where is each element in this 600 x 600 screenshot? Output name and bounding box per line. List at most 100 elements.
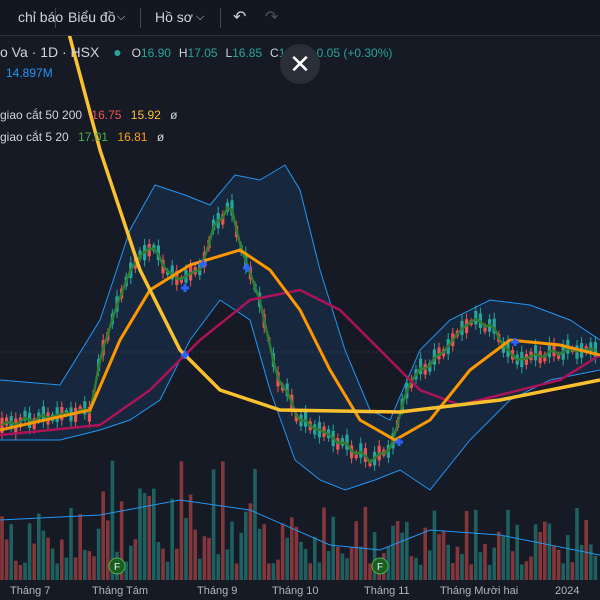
volume-bar [386,546,391,580]
volume-bar [464,510,469,580]
volume-bar [589,544,593,580]
candle-body [147,243,151,257]
volume-bar [184,518,188,580]
volume-bar [96,528,101,580]
volume-bar [520,564,524,580]
indicator-name: giao cắt 5 20 [0,130,69,144]
dropdown-icon: ⌵ [117,11,126,23]
volume-bar [552,546,556,580]
candle-body [557,353,561,359]
volume-bar [37,513,41,580]
volume-bar [579,544,584,580]
bollinger-upper [0,164,600,421]
volume-bar [133,539,138,580]
volume-bar [69,507,73,580]
ma-50 [0,288,600,437]
event-marker: F F [108,557,389,575]
volume-bar [497,531,501,580]
x-axis-label: Tháng 9 [197,585,237,597]
volume-bar [248,503,253,580]
candle-body [359,443,363,458]
separator [55,8,56,28]
candle-body [474,310,478,325]
volume-bar [313,537,317,580]
event-circle [371,557,389,575]
volume-bar [129,545,133,580]
profile-button[interactable]: Hồ sơ [155,9,193,25]
candle-body [419,358,423,375]
volume-bar [253,469,257,580]
volume-bar [87,551,92,580]
event-label: F [114,562,120,573]
volume-bar [267,563,271,580]
volume-bar [239,532,243,580]
volume-bar [349,546,354,580]
volume: 14.897M [6,66,53,80]
volume-bar [23,562,27,580]
volume-bar [308,563,312,580]
volume-bar [474,509,478,580]
volume-bar [441,530,446,580]
volume-bar [400,532,404,580]
ma-5 [1,206,596,465]
redo-button[interactable]: ↷ [265,9,279,26]
chart-button[interactable]: Biểu đồ [68,9,116,25]
volume-bar [460,553,464,580]
candle-body [0,417,4,433]
volume-bar [50,548,55,580]
volume-bar [478,552,483,580]
separator [220,8,221,28]
volume-bar [354,521,358,580]
volume-bar [78,514,82,580]
indicators-button[interactable]: chỉ báo [18,9,64,25]
volume-bar [55,563,59,580]
undo-button[interactable]: ↶ [233,9,247,26]
x-axis-label: Tháng 10 [272,585,318,597]
volume-bar [395,520,400,580]
volume-bar [317,562,322,580]
volume-bar [432,510,437,580]
volume-bar [405,521,409,580]
volume-bar [73,557,78,580]
volume-bar [570,562,575,580]
volume-bar [170,498,174,580]
candle-body [304,411,308,427]
volume-bar [207,537,211,580]
volume-bar [165,561,170,580]
bollinger-lower [0,299,600,491]
candle-body [230,200,234,216]
volume-bar [501,535,506,580]
volume-bar [124,561,128,580]
candle-body [345,434,349,450]
volume-bar [524,561,529,580]
volume-bar [216,554,220,580]
indicator-value: 16.81 [117,130,148,144]
close-button[interactable]: ✕ [280,44,320,84]
volume-bar [60,539,64,580]
close-label: C [270,46,279,60]
volume-bar [230,521,234,580]
volume-bar [179,461,184,580]
candle-body [87,406,91,422]
volume-bar [299,541,303,580]
volume-bar [483,543,487,580]
candle-body [294,413,298,422]
volume-bar [446,544,450,580]
candle-body [483,325,487,332]
volume-bar [257,528,262,580]
volume-bar [414,557,418,580]
volume-ma [0,499,600,556]
volume-bar [529,556,533,580]
candle-body [492,318,496,334]
candle-body [354,452,358,459]
volume-bar [110,460,115,580]
volume-bar [101,491,105,580]
volume-bar [119,501,124,580]
candle-body [543,354,547,362]
x-axis-label: Tháng Mười hai [440,585,518,597]
volume-bar [225,549,230,580]
symbol: o Va · 1D · HSX [0,44,100,60]
x-axis-label: Tháng Tám [92,585,148,597]
volume-bar [566,535,570,580]
